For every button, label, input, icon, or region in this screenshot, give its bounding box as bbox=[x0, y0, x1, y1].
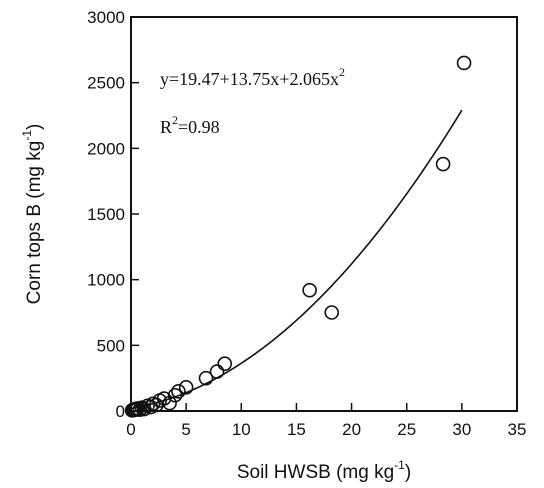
data-point bbox=[435, 156, 451, 172]
points-layer bbox=[124, 55, 472, 418]
y-tick-label: 3000 bbox=[87, 8, 125, 27]
x-tick-label: 35 bbox=[508, 420, 527, 439]
x-tick-label: 5 bbox=[181, 420, 190, 439]
data-point bbox=[171, 383, 186, 399]
equation-annotation: y=19.47+13.75x+2.065x2 bbox=[160, 65, 345, 89]
fit-curve bbox=[130, 109, 463, 410]
data-point bbox=[217, 356, 233, 372]
y-axis: 0 500 1000 1500 2000 2500 3000 bbox=[87, 8, 139, 421]
x-tick-label: 20 bbox=[342, 420, 361, 439]
data-point bbox=[167, 387, 183, 403]
data-point bbox=[162, 395, 177, 411]
data-point bbox=[324, 305, 340, 320]
x-axis-title: Soil HWSB (mg kg-1) bbox=[237, 458, 411, 483]
y-tick-label: 1000 bbox=[87, 271, 125, 290]
x-tick-label: 10 bbox=[232, 420, 251, 439]
x-tick-label: 30 bbox=[452, 420, 471, 439]
y-axis-title: Corn tops B (mg kg-1) bbox=[20, 124, 45, 305]
data-point bbox=[178, 380, 194, 395]
y-tick-label: 2000 bbox=[87, 139, 125, 158]
x-tick-label: 25 bbox=[397, 420, 416, 439]
r-squared-annotation: R2=0.98 bbox=[160, 113, 220, 137]
x-tick-label: 0 bbox=[126, 420, 135, 439]
y-tick-label: 2500 bbox=[87, 74, 125, 93]
data-point bbox=[198, 370, 214, 386]
x-axis: 0 5 10 15 20 25 30 35 bbox=[126, 403, 526, 439]
data-point bbox=[302, 282, 317, 298]
data-point bbox=[209, 364, 225, 379]
y-tick-label: 500 bbox=[97, 336, 125, 355]
data-point bbox=[132, 402, 148, 417]
fit-layer bbox=[130, 109, 463, 410]
data-point bbox=[456, 55, 472, 71]
y-tick-label: 0 bbox=[116, 402, 125, 421]
x-tick-label: 15 bbox=[287, 420, 306, 439]
y-tick-label: 1500 bbox=[87, 205, 125, 224]
